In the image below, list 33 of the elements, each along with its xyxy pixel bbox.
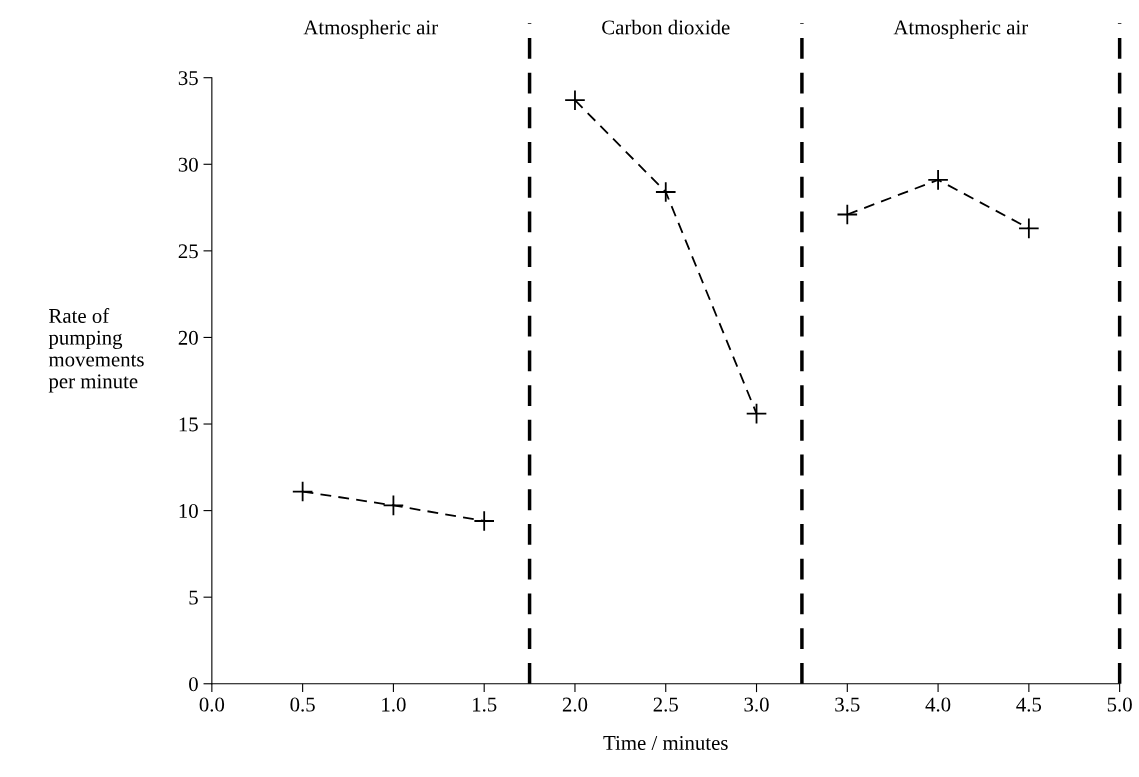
x-tick-label: 0.5 [290,697,315,712]
x-tick-label: 1.0 [382,697,406,712]
text: Carbon dioxide [602,19,730,35]
point [473,510,495,532]
y-tick-label: 10 [179,503,198,519]
y-tick-label: 0 [189,677,198,692]
point [655,181,677,203]
text: Atmospheric air [303,19,438,39]
x-tick-label: 2.0 [562,697,588,712]
point [291,480,314,503]
x-tick-label: 3.5 [835,697,860,712]
point [382,494,405,517]
point [1018,217,1040,240]
x-tick-label: 2.5 [653,697,678,712]
y-tick-label: 5 [189,590,198,605]
point [836,203,859,226]
y-axis-title: Rate of pumping movements per minute [48,308,144,393]
x-tick-label: 0.0 [199,697,225,712]
y-tick-label: 35 [178,71,198,86]
x-tick-label: 4.5 [1016,697,1042,712]
x-tick-label: 5.0 [1107,697,1132,712]
x-tick-label: 3.0 [744,697,769,712]
x-tick-label: 1.5 [473,697,497,712]
y-tick-label: 30 [178,157,198,172]
y-tick-label: 15 [179,417,198,432]
x-axis-title: Time / minutes [603,735,728,750]
y-tick-label: 20 [178,330,198,345]
x-tick-label: 4.0 [925,697,951,712]
point [927,169,949,191]
y-tick-label: 25 [178,244,198,259]
point [745,402,768,425]
text: Atmospheric air [893,19,1028,39]
point [564,89,586,111]
